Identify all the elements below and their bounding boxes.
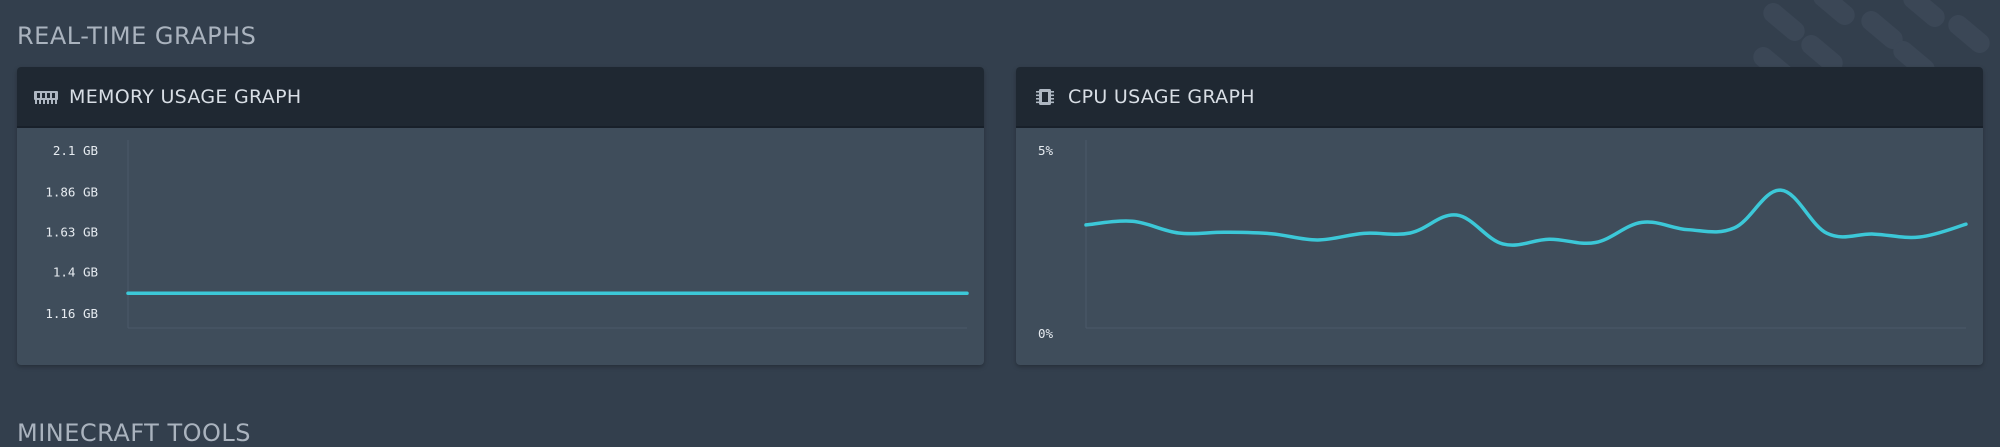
y-tick-label: 0% — [1038, 326, 1054, 341]
memory-icon — [33, 84, 59, 110]
memory-card-header: MEMORY USAGE GRAPH — [17, 67, 984, 128]
y-tick-label: 2.1 GB — [53, 143, 98, 158]
section-title-realtime: REAL-TIME GRAPHS — [17, 22, 257, 50]
cpu-card-header: CPU USAGE GRAPH — [1016, 67, 1983, 128]
memory-usage-card: MEMORY USAGE GRAPH 2.1 GB 1.86 GB 1.63 GB 1… — [17, 67, 984, 365]
series-line — [1084, 188, 1968, 247]
cpu-usage-chart: 5% 0% — [1038, 140, 1968, 341]
cpu-chip-icon — [1032, 84, 1058, 110]
memory-usage-chart: 2.1 GB 1.86 GB 1.63 GB 1.4 GB 1.16 GB — [45, 140, 969, 329]
y-tick-label: 1.63 GB — [45, 225, 98, 240]
y-tick-label: 1.16 GB — [45, 306, 98, 321]
cpu-usage-card: CPU USAGE GRAPH 5% 0% — [1016, 67, 1983, 365]
y-tick-label: 1.86 GB — [45, 185, 98, 200]
section-title-minecraft-tools: MINECRAFT TOOLS — [17, 419, 251, 447]
background-decoration — [1740, 0, 2000, 70]
memory-card-title: MEMORY USAGE GRAPH — [69, 85, 302, 108]
cpu-card-title: CPU USAGE GRAPH — [1068, 85, 1255, 108]
y-tick-label: 5% — [1038, 143, 1054, 158]
y-tick-label: 1.4 GB — [53, 264, 98, 279]
